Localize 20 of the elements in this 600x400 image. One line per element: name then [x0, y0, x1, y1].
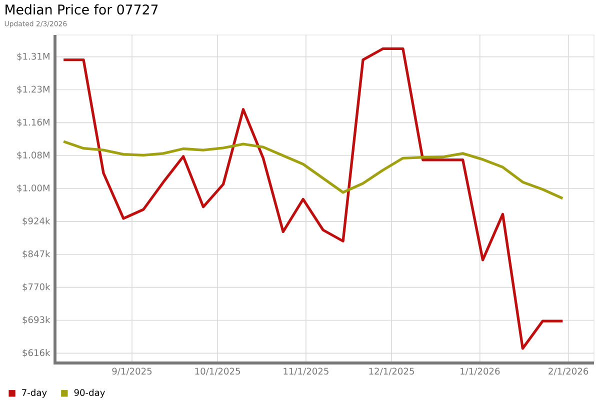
- x-tick-label: 2/1/2026: [548, 368, 588, 376]
- x-tick-label: 11/1/2025: [284, 368, 328, 376]
- y-tick-label: $1.00M: [17, 184, 50, 193]
- y-tick-label: $1.08M: [17, 151, 50, 160]
- y-tick-label: $1.23M: [17, 86, 50, 94]
- chart-title: Median Price for 07727: [6, 4, 158, 15]
- y-tick-label: $924k: [22, 217, 50, 226]
- legend-label: 90-day: [74, 388, 105, 398]
- y-tick-label: $770k: [22, 283, 50, 292]
- y-tick-label: $693k: [22, 316, 50, 324]
- x-tick-label: 12/1/2025: [369, 368, 414, 376]
- y-tick-label: $847k: [22, 250, 50, 258]
- y-tick-label: $616k: [22, 349, 50, 358]
- x-tick-label: 9/1/2025: [112, 368, 152, 376]
- y-tick-label: $1.31M: [17, 52, 50, 61]
- y-tick-label: $1.16M: [17, 118, 50, 127]
- x-tick-label: 1/1/2026: [460, 368, 500, 376]
- legend-label: 7-day: [22, 388, 47, 398]
- line-series: [62, 140, 564, 200]
- x-tick-label: 10/1/2025: [195, 368, 240, 376]
